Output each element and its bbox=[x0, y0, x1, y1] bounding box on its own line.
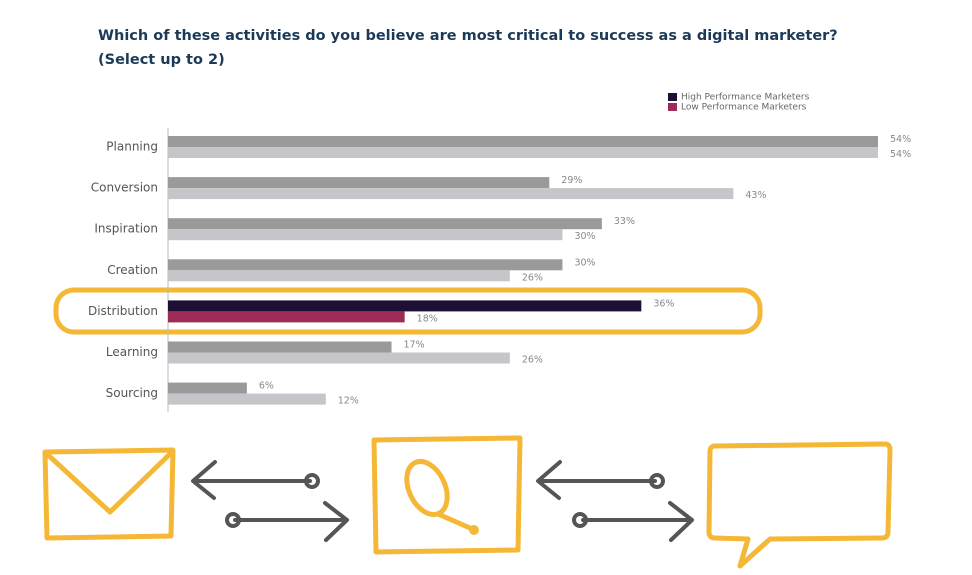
magnifier-dot bbox=[469, 525, 479, 535]
magnifier-handle bbox=[435, 511, 473, 531]
category-label: Distribution bbox=[88, 304, 158, 318]
bar bbox=[168, 147, 878, 158]
bar bbox=[168, 352, 510, 364]
category-label: Creation bbox=[107, 263, 158, 277]
value-label: 18% bbox=[417, 313, 438, 324]
legend-swatch bbox=[668, 103, 677, 111]
magnifier-icon bbox=[404, 459, 450, 517]
arrow-dot bbox=[225, 512, 241, 528]
highlight-box bbox=[53, 287, 763, 335]
category-label: Learning bbox=[106, 345, 158, 359]
value-label: 6% bbox=[259, 381, 274, 392]
value-label: 12% bbox=[338, 396, 359, 407]
arrow-right bbox=[581, 501, 694, 542]
category-label: Planning bbox=[106, 140, 158, 154]
category-label: Sourcing bbox=[106, 386, 158, 400]
bar bbox=[168, 136, 878, 147]
chart-subtitle: (Select up to 2) bbox=[98, 52, 225, 68]
legend-label: Low Performance Marketers bbox=[681, 103, 807, 113]
category-label: Inspiration bbox=[94, 222, 158, 236]
arrow-left bbox=[536, 460, 657, 500]
bar bbox=[168, 393, 326, 405]
arrow-dot bbox=[572, 512, 588, 528]
value-label: 33% bbox=[614, 216, 635, 227]
speech-bubble-icon bbox=[706, 441, 893, 569]
bar bbox=[168, 188, 734, 200]
illustration bbox=[42, 435, 893, 569]
legend-swatch bbox=[668, 93, 677, 101]
value-label: 17% bbox=[404, 340, 425, 351]
arrow-dot bbox=[304, 473, 320, 489]
bar bbox=[168, 259, 563, 271]
bar bbox=[168, 229, 563, 241]
legend-label: High Performance Marketers bbox=[681, 93, 810, 103]
value-label: 54% bbox=[890, 149, 911, 160]
bar bbox=[168, 218, 602, 230]
bar bbox=[168, 177, 550, 189]
value-label: 26% bbox=[522, 355, 543, 366]
category-label: Conversion bbox=[91, 181, 158, 195]
value-label: 43% bbox=[745, 190, 766, 201]
bar bbox=[168, 270, 510, 282]
bar bbox=[168, 311, 405, 323]
value-label: 30% bbox=[574, 257, 595, 268]
value-label: 29% bbox=[561, 175, 582, 186]
value-label: 30% bbox=[574, 231, 595, 242]
bar bbox=[168, 382, 247, 394]
value-label: 26% bbox=[522, 272, 543, 283]
chart-title: Which of these activities do you believe… bbox=[98, 28, 838, 44]
arrow-right bbox=[233, 501, 349, 542]
value-label: 36% bbox=[653, 298, 674, 309]
arrow-dot bbox=[649, 473, 665, 489]
arrow-left bbox=[191, 460, 312, 500]
bar bbox=[168, 341, 392, 353]
box-icon bbox=[371, 435, 523, 555]
bar bbox=[168, 300, 642, 312]
envelope-icon bbox=[42, 447, 176, 541]
value-label: 54% bbox=[890, 134, 911, 145]
